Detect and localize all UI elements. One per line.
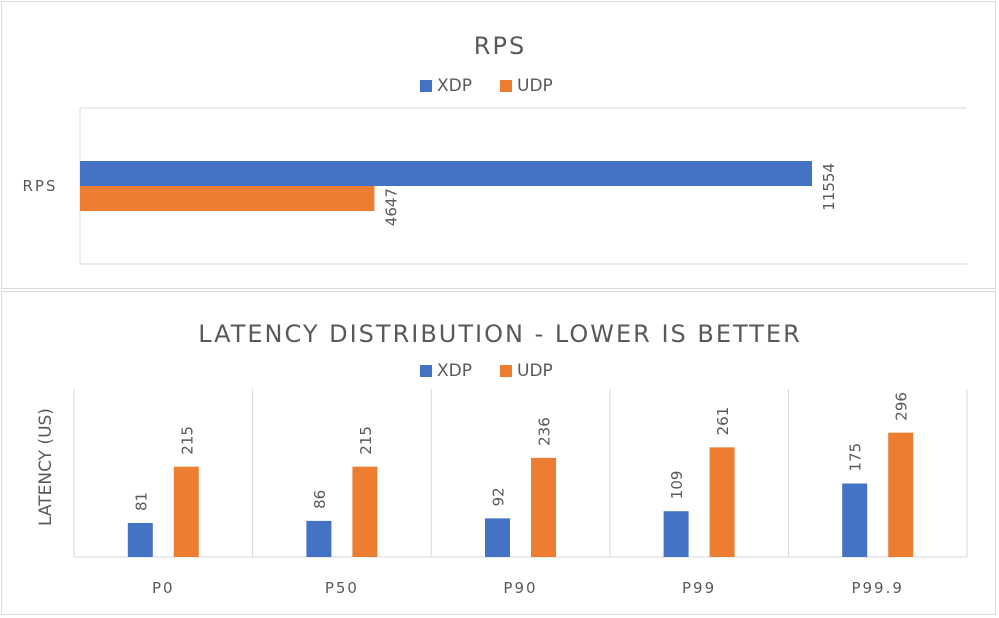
latency-data-label-udp: 215 <box>178 426 196 455</box>
latency-chart-title: LATENCY DISTRIBUTION - LOWER IS BETTER <box>198 320 802 348</box>
legend-label-xdp: XDP <box>437 76 472 96</box>
rps-bar-xdp <box>80 161 813 186</box>
latency-bar-udp <box>531 457 556 557</box>
rps-axes: RPS <box>23 107 967 265</box>
latency-bar-udp <box>352 466 378 557</box>
latency-bar-xdp <box>485 518 510 557</box>
rps-bars: 11554 4647 <box>80 161 838 226</box>
latency-data-label-udp: 215 <box>357 426 375 455</box>
latency-data-label-xdp: 175 <box>847 443 865 472</box>
latency-category-label: P99.9 <box>851 579 903 597</box>
rps-bar-udp <box>80 186 375 211</box>
legend-swatch-udp <box>500 365 512 377</box>
rps-data-label-xdp: 11554 <box>820 163 838 211</box>
rps-chart-title: RPS <box>474 32 526 60</box>
latency-data-label-xdp: 86 <box>311 490 329 509</box>
latency-category-label: P0 <box>152 579 175 597</box>
legend-label-xdp: XDP <box>437 361 472 381</box>
legend-label-udp: UDP <box>517 361 553 381</box>
latency-axes: P0 P50 P90 P99 P99.9 <box>73 389 968 597</box>
rps-legend: XDP UDP <box>420 76 553 96</box>
latency-legend: XDP UDP <box>420 361 553 381</box>
latency-data-label-xdp: 92 <box>490 487 508 506</box>
latency-category-label: P90 <box>503 579 537 597</box>
rps-data-label-udp: 4647 <box>382 188 400 226</box>
latency-bar-udp <box>709 447 735 557</box>
latency-chart-panel: LATENCY DISTRIBUTION - LOWER IS BETTER L… <box>1 291 996 615</box>
latency-category-label: P99 <box>682 579 716 597</box>
latency-bar-udp <box>888 432 914 557</box>
legend-swatch-udp <box>500 80 512 92</box>
rps-category-label: RPS <box>23 177 58 195</box>
latency-data-label-udp: 261 <box>714 407 732 436</box>
latency-data-label-udp: 296 <box>893 392 911 421</box>
legend-swatch-xdp <box>420 365 432 377</box>
legend-swatch-xdp <box>420 80 432 92</box>
latency-chart: LATENCY DISTRIBUTION - LOWER IS BETTER L… <box>36 320 968 597</box>
latency-bar-xdp <box>663 511 689 557</box>
rps-chart-panel: RPS XDP UDP RPS 11554 4647 <box>1 1 996 289</box>
latency-bars: 81 215 86 215 92 236 109 261 175 296 <box>127 392 914 557</box>
rps-chart: RPS XDP UDP RPS 11554 4647 <box>23 32 967 265</box>
latency-bar-xdp <box>306 520 332 557</box>
latency-data-label-xdp: 109 <box>668 471 686 500</box>
latency-y-axis-title: LATENCY (US) <box>36 408 56 526</box>
latency-bar-xdp <box>127 522 153 557</box>
legend-label-udp: UDP <box>517 76 553 96</box>
latency-bar-xdp <box>842 483 868 557</box>
latency-data-label-xdp: 81 <box>132 492 150 511</box>
latency-data-label-udp: 236 <box>536 417 554 446</box>
latency-bar-udp <box>173 466 199 557</box>
latency-category-label: P50 <box>325 579 359 597</box>
